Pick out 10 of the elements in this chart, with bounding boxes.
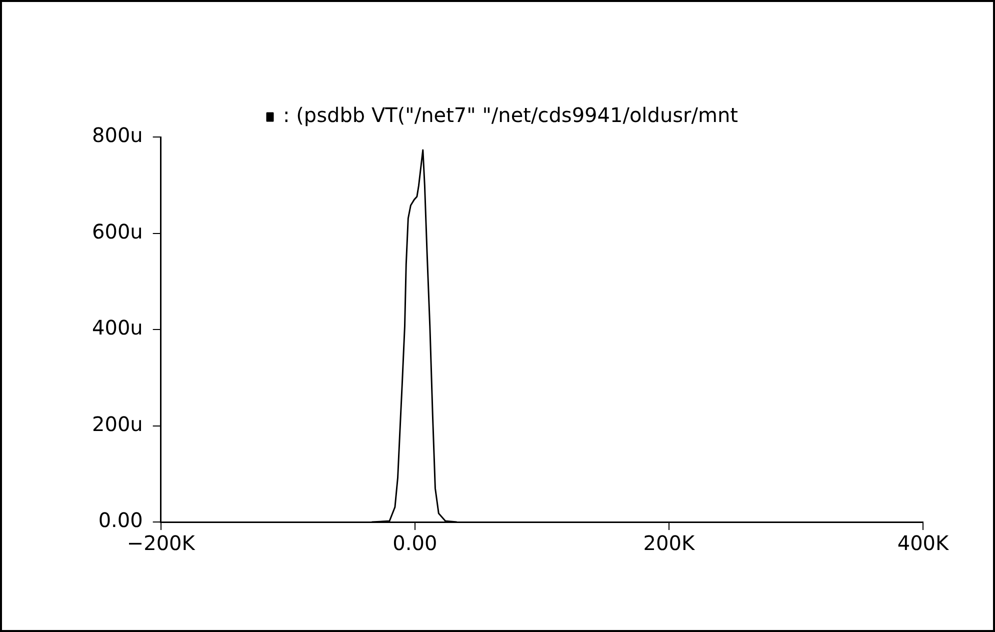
x-tick-label: 0.00 [392, 531, 438, 556]
legend-label: : (psdbb VT("/net7" "/net/cds9941/oldusr/mnt [283, 103, 738, 128]
x-tick-label: 400K [897, 531, 950, 556]
y-tick-label: 0.00 [98, 508, 143, 532]
x-tick-label: 200K [643, 531, 696, 556]
y-tick-label: 200u [92, 412, 143, 436]
y-tick-label: 800u [92, 123, 143, 148]
y-tick-label: 400u [92, 316, 143, 340]
y-tick-label: 600u [92, 219, 143, 244]
x-tick-label: −200K [126, 531, 196, 556]
